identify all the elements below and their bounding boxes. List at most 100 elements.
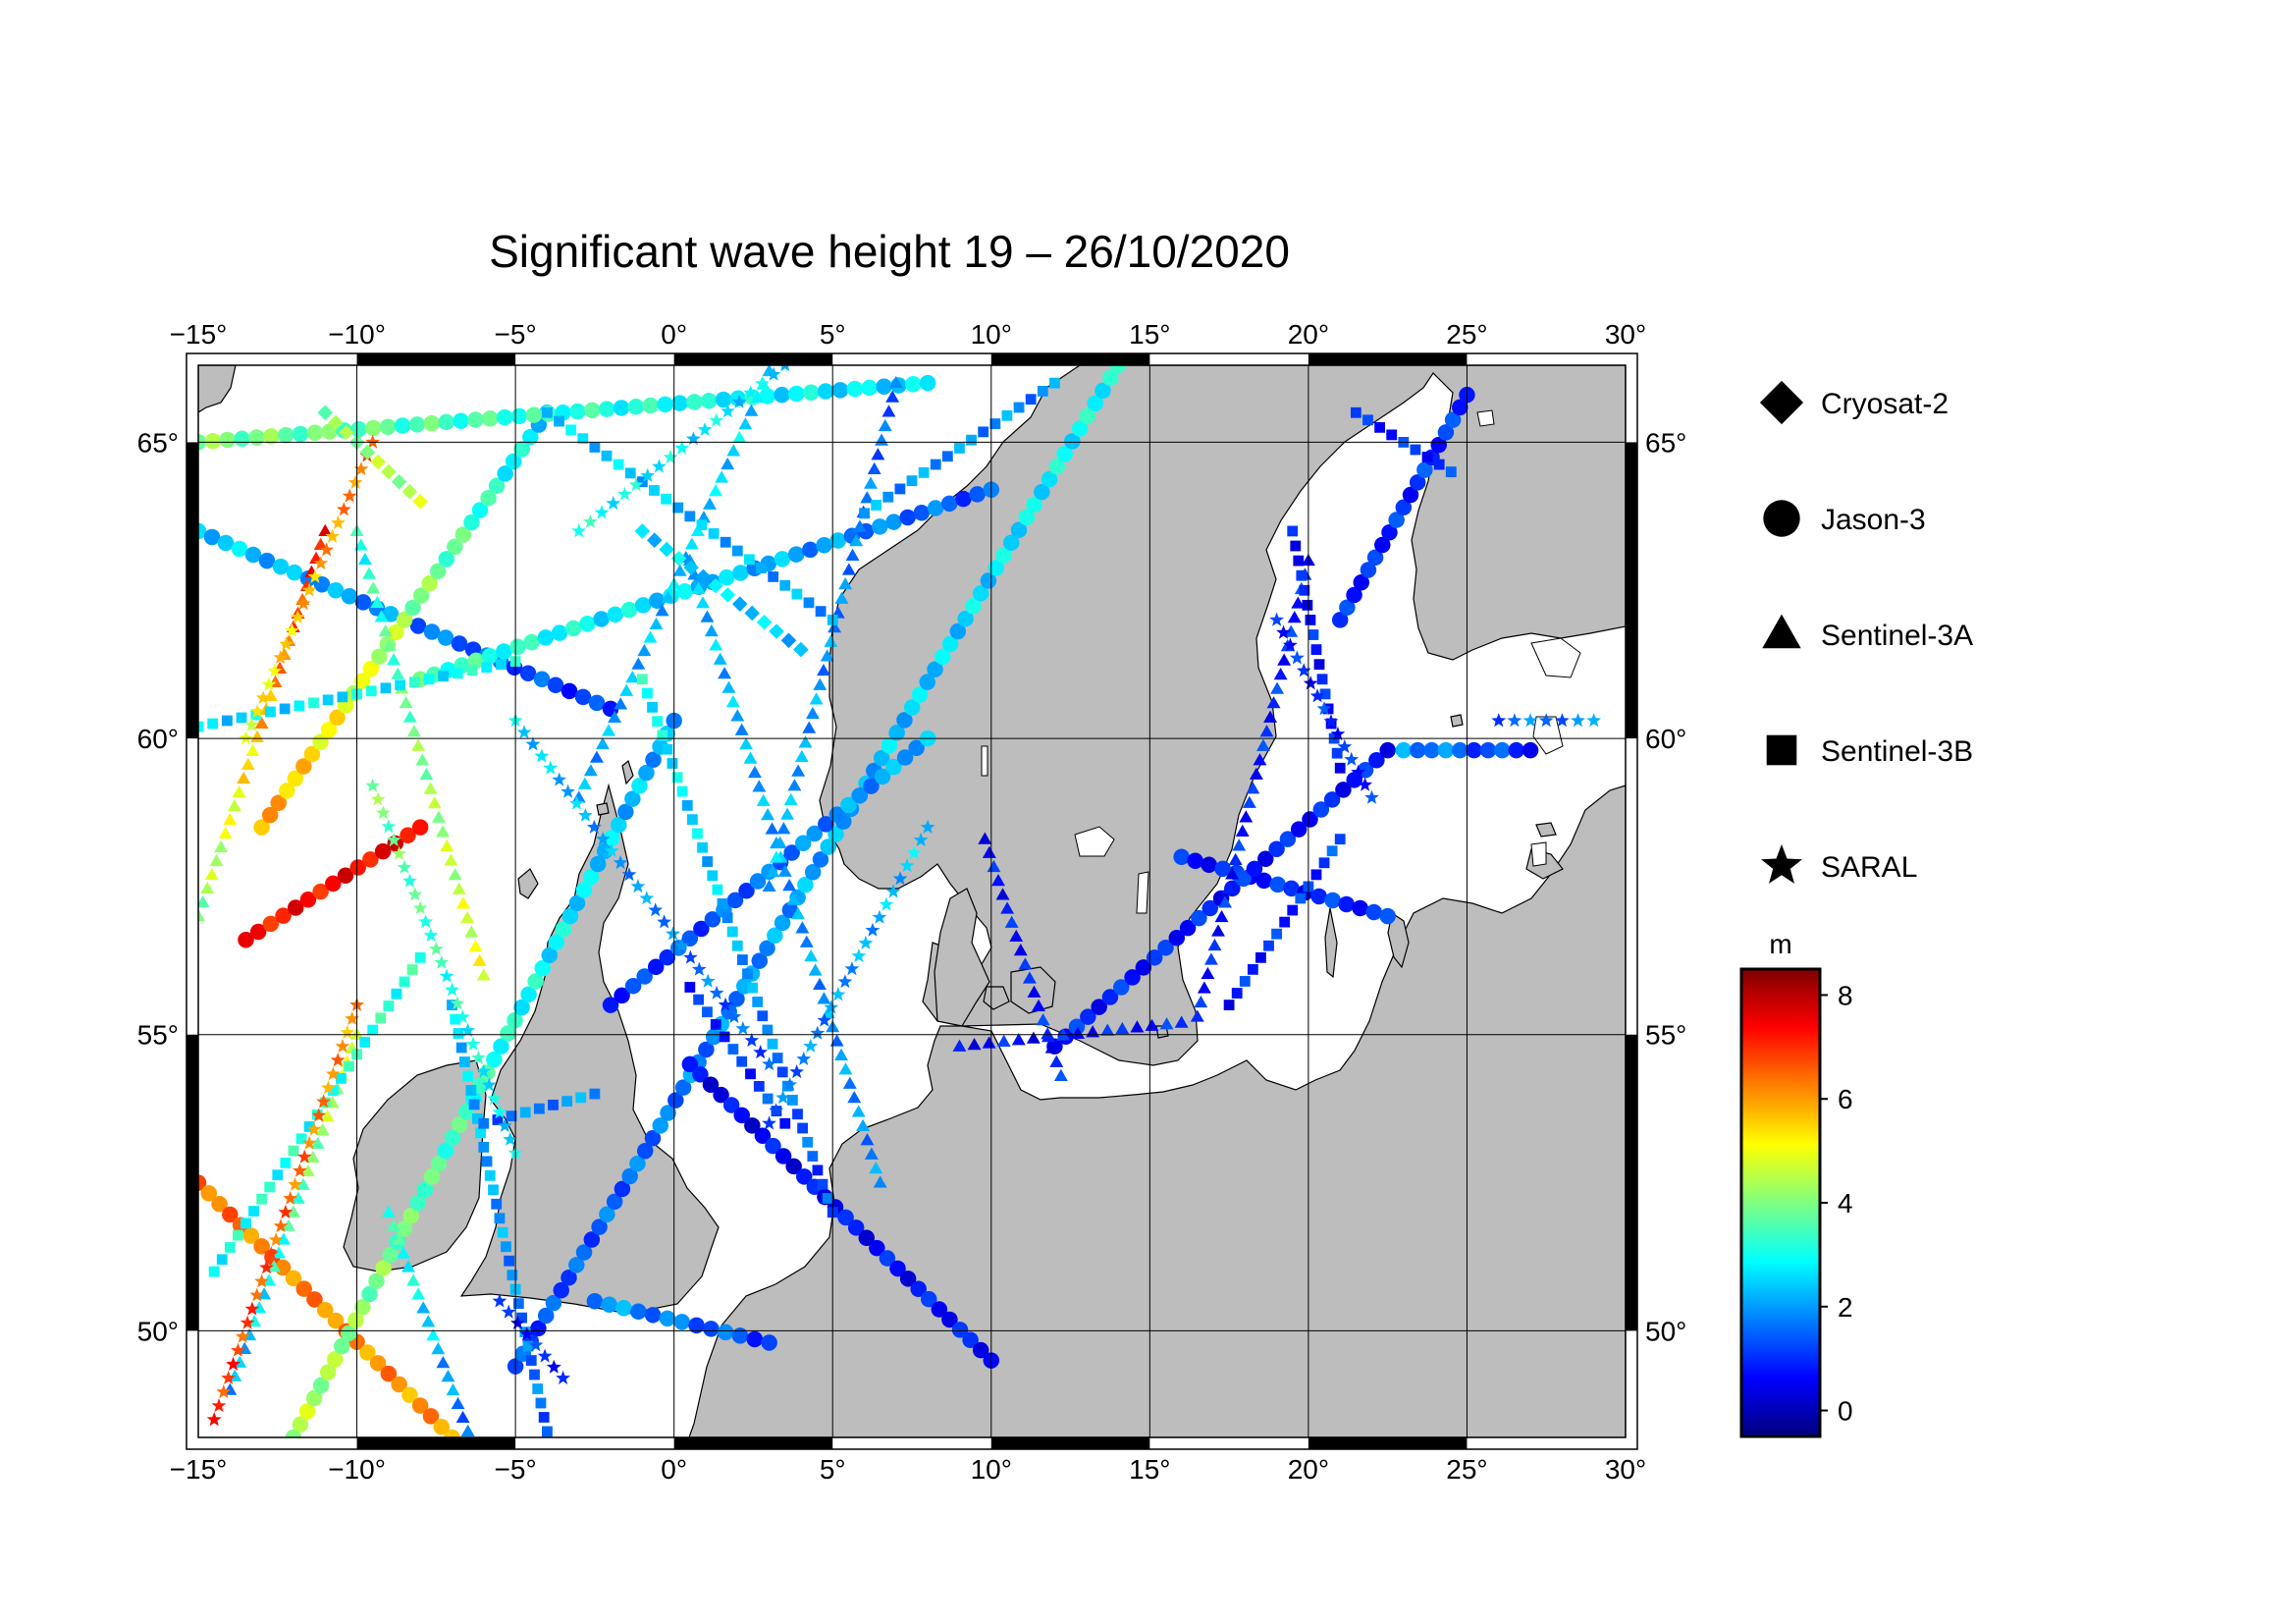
data-point bbox=[803, 597, 815, 609]
data-point bbox=[786, 893, 801, 905]
data-point bbox=[537, 1307, 555, 1325]
frame-bar-left bbox=[187, 1034, 198, 1331]
data-point bbox=[431, 810, 446, 823]
land-outer-hebrides bbox=[517, 868, 539, 899]
data-point bbox=[889, 1260, 906, 1277]
lon-tick-label-bottom: −15° bbox=[170, 1454, 228, 1485]
data-point bbox=[1041, 1029, 1055, 1043]
data-point bbox=[239, 730, 253, 745]
data-point bbox=[1173, 848, 1190, 866]
data-point bbox=[295, 1133, 307, 1145]
data-point bbox=[648, 902, 664, 917]
data-point bbox=[919, 374, 936, 392]
data-point bbox=[1187, 852, 1203, 870]
data-point bbox=[611, 816, 627, 834]
data-point bbox=[528, 1337, 544, 1352]
data-point bbox=[931, 1301, 948, 1318]
data-point bbox=[691, 581, 706, 594]
data-point bbox=[568, 1257, 585, 1273]
data-point bbox=[227, 798, 241, 812]
data-point bbox=[1115, 1021, 1130, 1035]
data-point bbox=[319, 542, 335, 557]
data-point bbox=[989, 418, 1001, 429]
data-point bbox=[951, 1322, 969, 1338]
lon-tick-label-top: −10° bbox=[328, 319, 386, 350]
data-point bbox=[327, 1085, 339, 1096]
data-point bbox=[627, 398, 645, 415]
data-point bbox=[646, 532, 663, 549]
data-point bbox=[1235, 870, 1252, 888]
data-point bbox=[451, 635, 468, 652]
data-point bbox=[602, 724, 615, 736]
data-point bbox=[949, 622, 967, 640]
data-point bbox=[743, 751, 758, 764]
data-point bbox=[455, 896, 470, 909]
data-point bbox=[1374, 536, 1391, 554]
data-point bbox=[621, 867, 637, 882]
data-point bbox=[684, 537, 699, 550]
data-point bbox=[672, 502, 684, 514]
data-point bbox=[1174, 1015, 1189, 1028]
data-point bbox=[659, 948, 675, 966]
data-point bbox=[231, 1342, 245, 1357]
data-point bbox=[628, 477, 644, 492]
track-saral-36 bbox=[206, 997, 364, 1427]
data-point bbox=[803, 384, 820, 402]
data-point bbox=[412, 900, 428, 915]
data-point bbox=[1049, 1055, 1064, 1067]
data-point bbox=[1068, 1018, 1086, 1035]
lon-tick-label-top: −15° bbox=[170, 319, 228, 350]
legend-star-icon bbox=[1761, 843, 1802, 884]
data-point bbox=[1221, 881, 1236, 894]
data-point bbox=[345, 1010, 360, 1025]
data-point bbox=[375, 1260, 392, 1276]
data-point bbox=[1284, 624, 1299, 637]
data-point bbox=[262, 1273, 277, 1286]
data-point bbox=[952, 1039, 967, 1052]
data-point bbox=[802, 541, 819, 559]
data-point bbox=[285, 622, 299, 637]
colorbar-tick-label: 6 bbox=[1838, 1084, 1853, 1114]
data-point bbox=[376, 805, 391, 820]
data-point bbox=[1273, 668, 1288, 680]
data-point bbox=[796, 1168, 813, 1185]
data-point bbox=[702, 1006, 713, 1018]
data-point bbox=[538, 1412, 550, 1423]
data-point bbox=[497, 1226, 508, 1238]
data-point bbox=[1130, 1020, 1145, 1033]
data-point bbox=[899, 1271, 917, 1287]
data-point bbox=[717, 897, 728, 909]
data-point bbox=[292, 1416, 309, 1433]
data-point bbox=[500, 1025, 516, 1042]
lat-tick-label-left: 60° bbox=[137, 724, 179, 754]
data-point bbox=[881, 736, 898, 754]
legend-label: Sentinel-3B bbox=[1821, 735, 1973, 768]
data-point bbox=[1386, 429, 1398, 441]
data-point bbox=[783, 792, 798, 806]
data-point bbox=[1318, 857, 1330, 869]
data-point bbox=[316, 1094, 331, 1109]
data-point bbox=[906, 845, 922, 860]
data-point bbox=[556, 1370, 570, 1384]
data-point bbox=[454, 526, 472, 543]
data-point bbox=[727, 1044, 739, 1055]
data-point bbox=[565, 424, 577, 436]
lon-tick-label-top: 10° bbox=[971, 319, 1012, 350]
data-point bbox=[583, 514, 598, 528]
data-point bbox=[1344, 751, 1360, 766]
data-point bbox=[1309, 688, 1325, 703]
land-ireland bbox=[343, 1059, 487, 1272]
data-point bbox=[1231, 988, 1243, 999]
data-point bbox=[452, 882, 466, 894]
data-point bbox=[731, 545, 743, 557]
data-point bbox=[301, 582, 317, 597]
data-point bbox=[1011, 1033, 1026, 1046]
data-point bbox=[1358, 777, 1372, 791]
data-point bbox=[1296, 569, 1308, 581]
data-point bbox=[692, 828, 703, 839]
data-point bbox=[249, 923, 267, 941]
data-point bbox=[354, 673, 371, 689]
data-point bbox=[1331, 747, 1343, 759]
data-point bbox=[305, 1389, 323, 1407]
